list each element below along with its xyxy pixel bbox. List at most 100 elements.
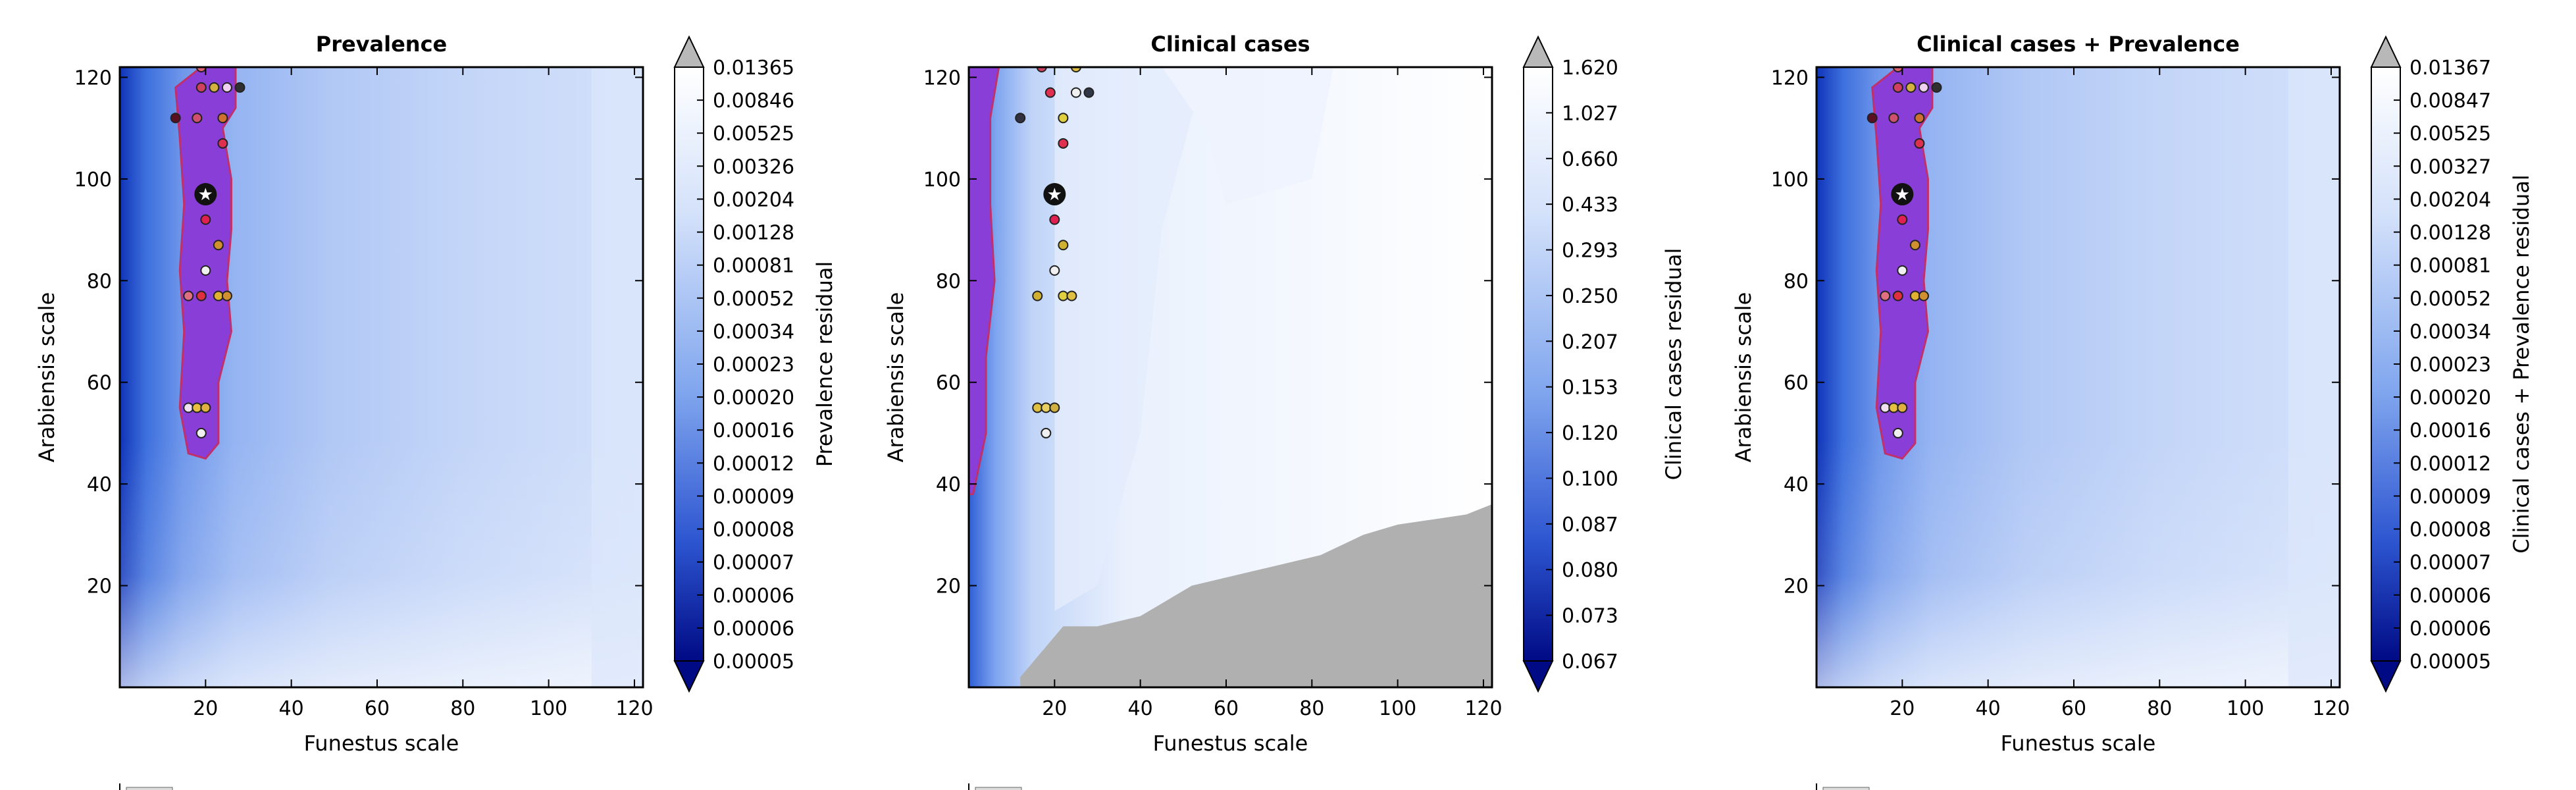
data-point	[213, 240, 224, 251]
y-tick-label: 120	[1771, 66, 1809, 90]
y-tick-label: 20	[87, 575, 112, 598]
contour-field: ★	[120, 67, 643, 687]
colorbar-tick-label: 0.250	[1562, 285, 1618, 308]
data-point	[1032, 290, 1043, 302]
data-point	[195, 427, 207, 438]
colorbar-tick-label: 0.080	[1562, 559, 1618, 582]
data-point	[221, 290, 232, 302]
y-tick-label: 40	[1784, 473, 1809, 496]
data-point	[1880, 402, 1891, 413]
x-tick-label: 20	[1042, 697, 1067, 720]
colorbar-extend-bottom	[2370, 660, 2402, 693]
colorbar-tick-label: 0.00012	[713, 452, 794, 475]
colorbar-extend-bottom	[673, 660, 705, 693]
best-fit-region	[969, 67, 1000, 496]
chart-title: Clinical cases	[1150, 32, 1310, 57]
colorbar-tick-label: 0.00081	[2409, 255, 2491, 278]
chart-panel: ★ Clinical cases 20 40 60 80 100 120 20 40 60 80 100…	[883, 32, 1686, 790]
colorbar-tick-label: 0.00016	[2409, 419, 2491, 442]
masked-region	[1020, 504, 1492, 687]
y-tick-label: 80	[1784, 270, 1809, 293]
data-point	[209, 82, 220, 93]
data-point	[1918, 82, 1929, 93]
colorbar-tick-label: 0.00052	[2409, 288, 2491, 311]
data-point	[217, 113, 228, 124]
data-point	[1892, 82, 1903, 93]
y-tick-label: 20	[936, 575, 961, 598]
colorbar-tick-label: 0.00128	[713, 222, 794, 245]
colorbar-tick-label: 0.00009	[713, 485, 794, 508]
data-point	[1049, 265, 1060, 276]
best-point-star: ★	[198, 185, 213, 205]
x-tick-label: 20	[1890, 697, 1915, 720]
y-tick-label: 40	[87, 473, 112, 496]
plot-frame	[118, 66, 644, 689]
colorbar-tick-label: 0.00204	[713, 188, 794, 211]
colorbar-tick-label: 0.433	[1562, 194, 1618, 217]
y-tick-label: 80	[936, 270, 961, 293]
data-point	[1914, 113, 1925, 124]
data-point	[1058, 113, 1069, 124]
data-point	[1058, 138, 1069, 149]
data-point	[1058, 240, 1069, 251]
x-tick-label: 60	[2061, 697, 2086, 720]
data-point	[195, 82, 207, 93]
colorbar-tick-label: 0.00006	[713, 618, 794, 641]
data-point	[1867, 113, 1878, 124]
data-point	[1918, 290, 1929, 302]
colorbar-tick-label: 0.00081	[713, 255, 794, 278]
y-tick-label: 120	[74, 66, 112, 90]
colorbar-tick-label: 0.00326	[713, 155, 794, 178]
colorbar-label: Clinical cases + Prevalence residual	[2509, 174, 2534, 553]
contour-band	[1162, 67, 1333, 205]
x-tick-label: 20	[193, 697, 218, 720]
data-point	[192, 113, 203, 124]
colorbar-tick-label: 0.00006	[2409, 585, 2491, 608]
data-point	[1058, 290, 1069, 302]
y-tick-label: 100	[74, 169, 112, 192]
data-point	[1897, 214, 1908, 225]
data-point	[1892, 427, 1903, 438]
data-point	[1897, 402, 1908, 413]
colorbar-tick-label: 0.00005	[2409, 650, 2491, 673]
data-point	[1015, 113, 1026, 124]
colorbar-tick-label: 0.153	[1562, 377, 1618, 400]
data-point	[1892, 67, 1903, 72]
colorbar-tick-label: 0.00847	[2409, 90, 2491, 113]
data-point	[1892, 290, 1903, 302]
x-axis-label: Funestus scale	[1153, 731, 1308, 756]
data-point	[183, 402, 194, 413]
chart-title: Clinical cases + Prevalence	[1917, 32, 2240, 57]
data-point	[195, 67, 207, 72]
colorbar-tick-label: 0.00034	[713, 321, 794, 344]
colorbar-tick-label: 0.067	[1562, 650, 1618, 673]
x-tick-label: 120	[1464, 697, 1502, 720]
legend-swatch	[975, 787, 1022, 790]
colorbar-tick-label: 0.00525	[2409, 122, 2491, 145]
data-point	[1931, 82, 1942, 93]
data-point	[183, 290, 194, 302]
x-tick-label: 80	[1299, 697, 1324, 720]
colorbar-tick-label: 0.00006	[2409, 618, 2491, 641]
colorbar-tick-label: 1.620	[1562, 57, 1618, 80]
colorbar-tick-label: 0.00204	[2409, 188, 2491, 211]
y-tick-label: 40	[936, 473, 961, 496]
colorbar-tick-label: 0.00023	[2409, 354, 2491, 377]
colorbar-tick-label: 0.00006	[713, 585, 794, 608]
colorbar-extend-top	[1522, 35, 1554, 68]
legend-swatch	[126, 787, 173, 790]
data-point	[1041, 402, 1052, 413]
plot-frame	[967, 66, 1493, 689]
x-tick-label: 60	[365, 697, 390, 720]
x-axis-label: Funestus scale	[304, 731, 459, 756]
colorbar-tick-label: 1.027	[1562, 102, 1618, 125]
data-point	[170, 113, 181, 124]
data-point	[1044, 87, 1056, 98]
colorbar-tick-label: 0.00009	[2409, 485, 2491, 508]
contour-band	[591, 67, 643, 687]
data-point	[221, 82, 232, 93]
colorbar	[1523, 66, 1553, 662]
colorbar-tick-label: 0.00007	[713, 552, 794, 575]
data-point	[1032, 402, 1043, 413]
